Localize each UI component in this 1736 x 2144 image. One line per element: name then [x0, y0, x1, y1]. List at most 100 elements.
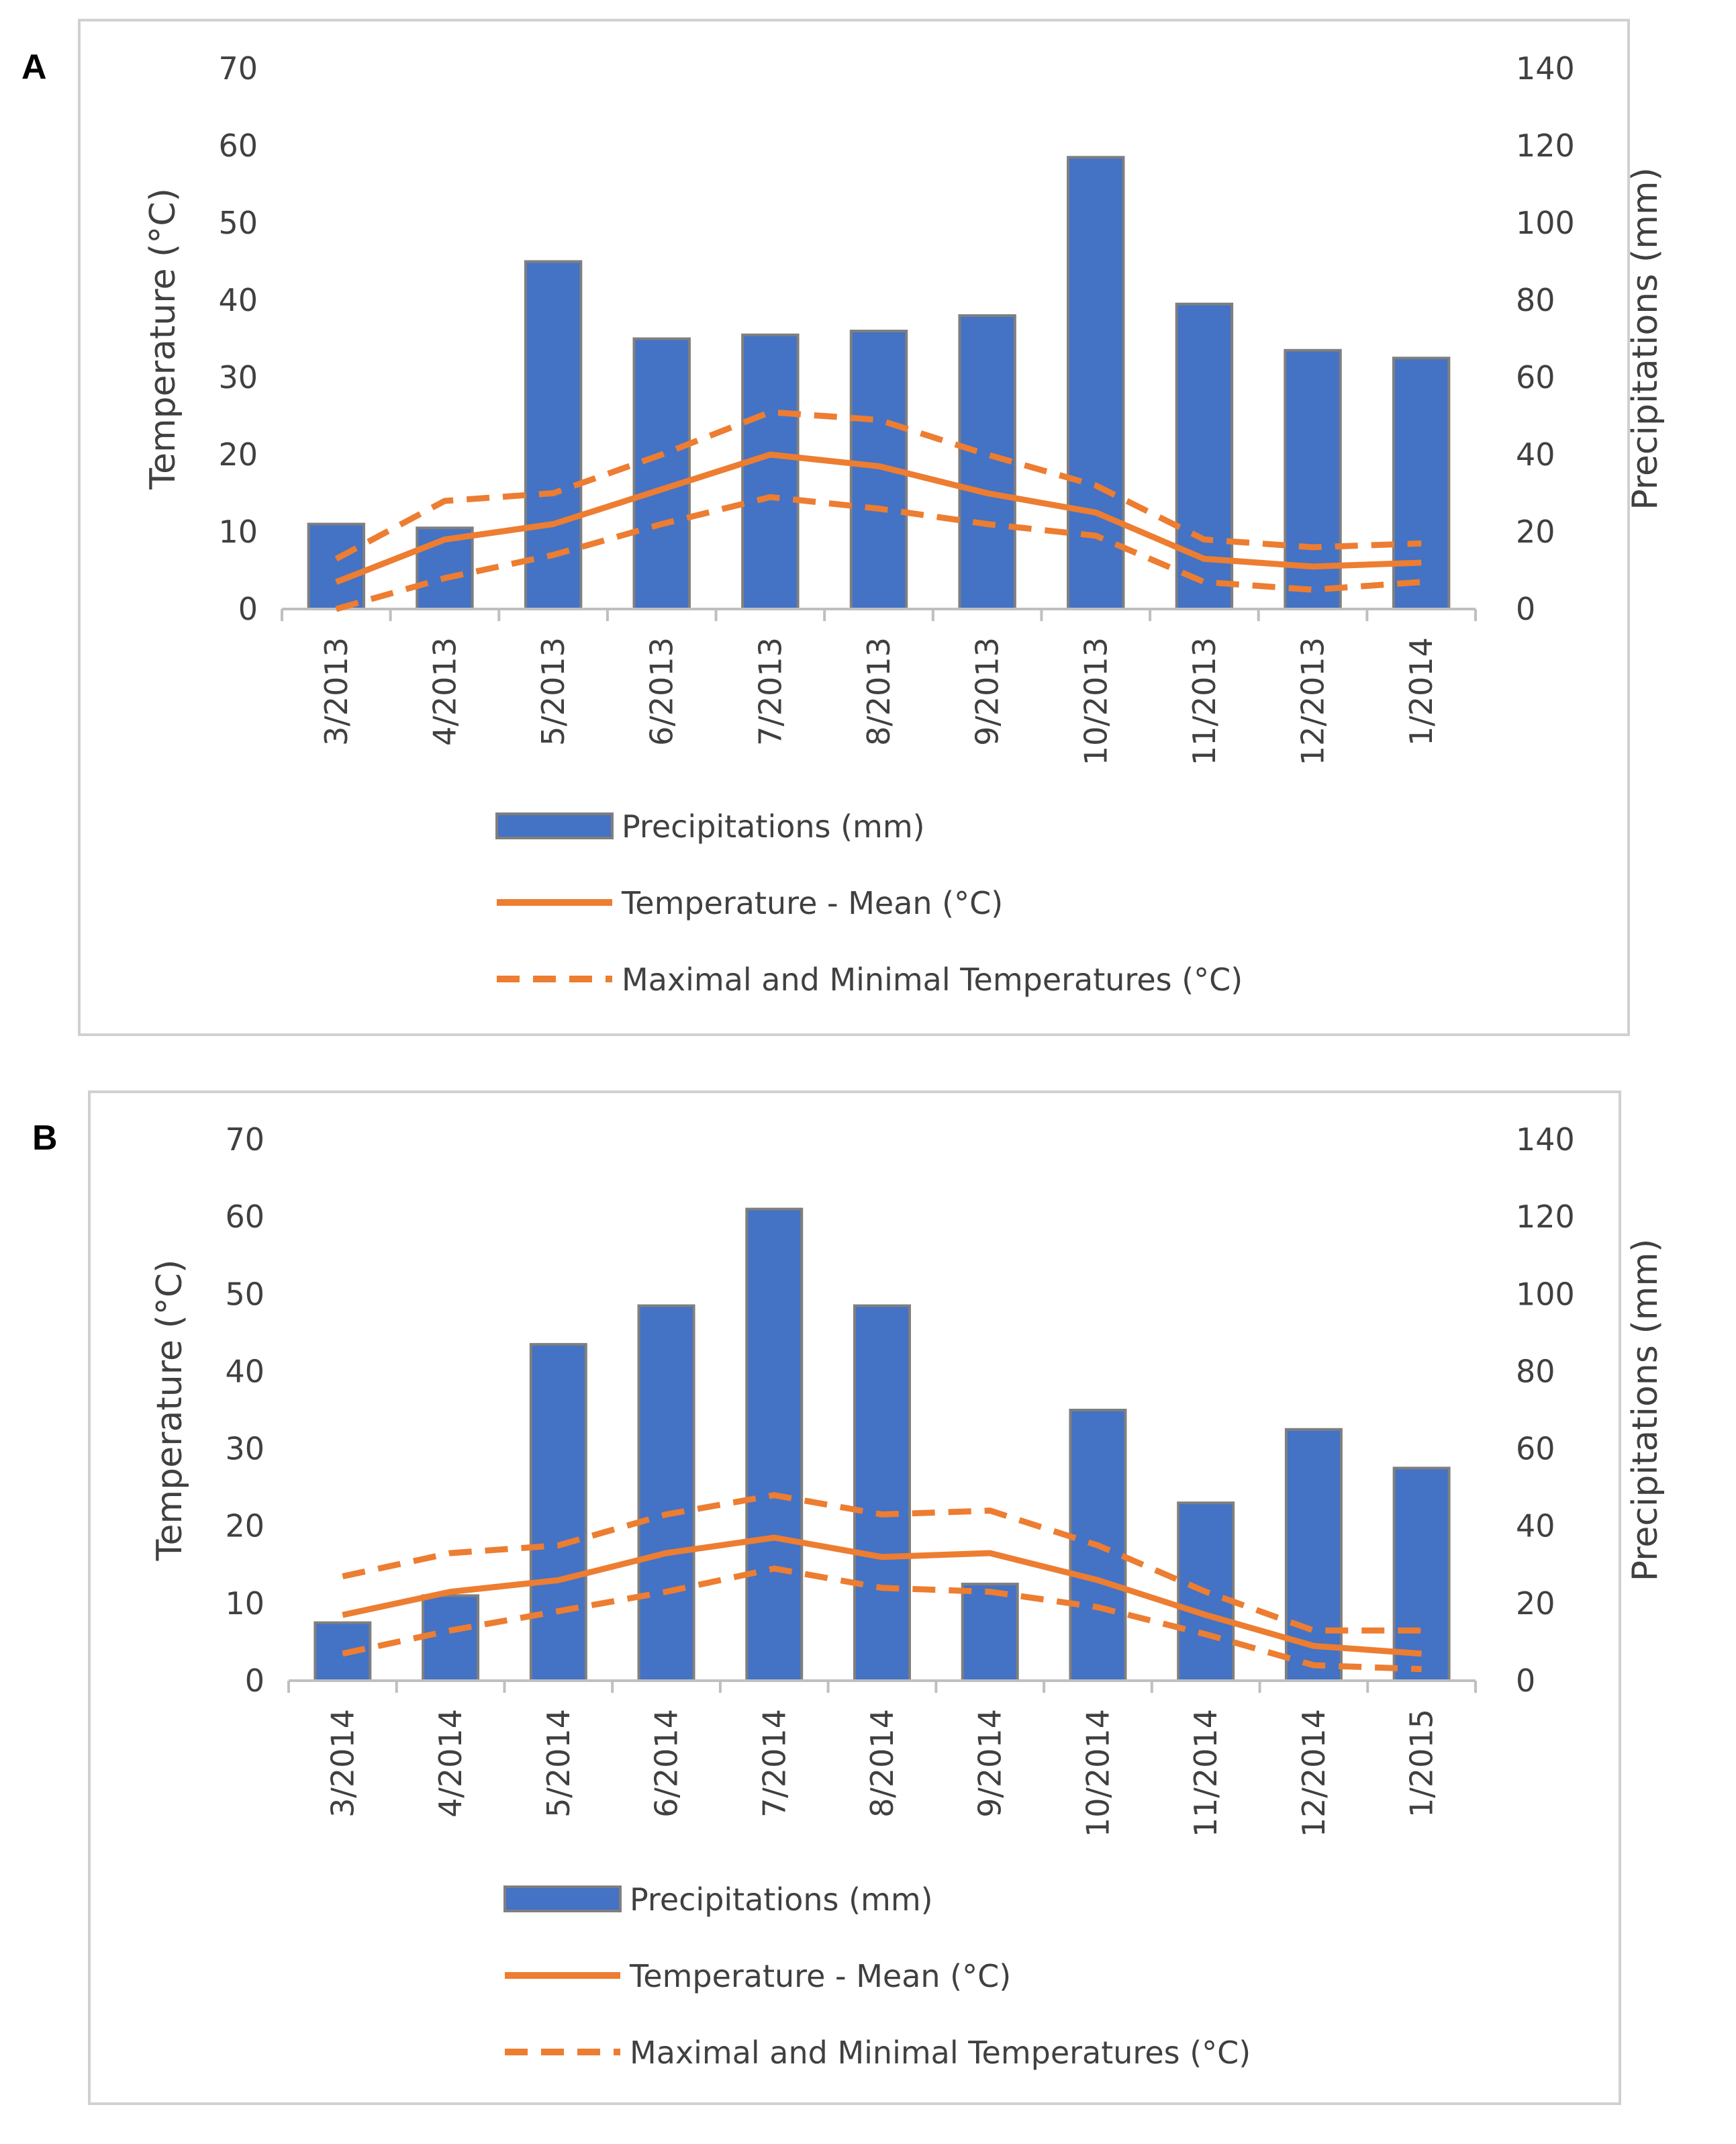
- legend-swatch-bar: [495, 812, 614, 839]
- line-point: [444, 577, 445, 579]
- legend-label: Precipitations (mm): [622, 808, 925, 845]
- line-point: [1420, 581, 1422, 583]
- x-tick-label: 11/2014: [1188, 1709, 1224, 1837]
- y-right-tick-label: 20: [1516, 1585, 1555, 1622]
- x-tick-label: 5/2013: [535, 637, 571, 746]
- line-point: [666, 1513, 667, 1515]
- x-tick-label: 9/2014: [972, 1709, 1008, 1818]
- y-right-tick-label: 100: [1516, 205, 1575, 241]
- line-point: [558, 1579, 559, 1581]
- x-tick-label: 1/2014: [1403, 637, 1439, 746]
- y-left-tick-label: 70: [225, 1121, 264, 1158]
- y-left-tick-label: 60: [218, 128, 258, 164]
- y-left-tick-label: 30: [218, 359, 258, 395]
- line-point: [1421, 1630, 1422, 1631]
- bar: [1392, 357, 1451, 610]
- line-point: [1313, 1630, 1314, 1631]
- x-tick-label: 6/2014: [648, 1709, 685, 1818]
- bar: [632, 337, 691, 610]
- legend-label: Maximal and Minimal Temperatures (°C): [630, 2035, 1251, 2071]
- y-axis-right-title: Precipitations (mm): [1625, 167, 1666, 510]
- x-tick-label: 6/2013: [644, 637, 680, 746]
- x-tick-label: 3/2014: [324, 1709, 360, 1818]
- x-tick-label: 4/2014: [432, 1709, 469, 1818]
- y-right-tick-label: 140: [1516, 50, 1575, 87]
- x-tick-label: 5/2014: [540, 1709, 577, 1818]
- legend-label: Maximal and Minimal Temperatures (°C): [622, 962, 1243, 998]
- x-tick-label: 11/2013: [1186, 637, 1222, 765]
- y-right-tick-label: 0: [1516, 591, 1535, 627]
- y-left-tick-label: 70: [218, 50, 258, 87]
- line-point: [558, 1545, 559, 1546]
- line-point: [450, 1552, 451, 1554]
- y-right-tick-label: 20: [1516, 514, 1555, 550]
- bar: [1392, 1466, 1451, 1682]
- y-left-tick-label: 0: [245, 1663, 264, 1699]
- y-left-tick-label: 40: [225, 1353, 264, 1389]
- bar: [529, 1343, 587, 1682]
- y-right-tick-label: 120: [1516, 128, 1575, 164]
- x-tick-label: 9/2013: [969, 637, 1006, 746]
- y-axis-left-title: Temperature (°C): [143, 188, 183, 490]
- bar: [741, 333, 800, 610]
- x-tick-label: 7/2014: [756, 1709, 792, 1818]
- y-left-tick-label: 50: [218, 205, 258, 241]
- y-left-tick-label: 10: [225, 1585, 264, 1622]
- line-point: [666, 1552, 667, 1554]
- line-point: [666, 1591, 667, 1593]
- chart-b: 0 10 20 30 40 50 60 70 0 20 40 60 80 100 120 140 Tempera…: [88, 1090, 1666, 2105]
- line-point: [881, 1587, 883, 1589]
- y-left-tick-label: 10: [218, 514, 258, 550]
- legend-label: Temperature - Mean (°C): [621, 885, 1003, 921]
- line-point: [1312, 566, 1314, 567]
- x-tick-label: 10/2013: [1077, 637, 1114, 765]
- bar: [422, 1594, 480, 1682]
- y-left-tick-label: 30: [225, 1431, 264, 1467]
- x-tick-label: 4/2013: [426, 637, 463, 746]
- y-right-tick-label: 0: [1516, 1663, 1535, 1699]
- y-right-tick-label: 40: [1516, 436, 1555, 473]
- line-point: [450, 1591, 451, 1593]
- line-point: [773, 1537, 775, 1538]
- legend-swatch-bar: [503, 1885, 622, 1912]
- chart-a: 0 10 20 30 40 50 60 70 0 20 40 60 80 100 120 140 Tempera…: [78, 19, 1666, 1036]
- x-tick-label: 8/2013: [861, 637, 897, 746]
- x-tick-label: 1/2015: [1404, 1709, 1440, 1818]
- x-tick-label: 12/2013: [1295, 637, 1331, 765]
- x-tick-label: 12/2014: [1296, 1709, 1332, 1837]
- y-left-tick-label: 60: [225, 1199, 264, 1235]
- y-right-tick-label: 100: [1516, 1276, 1575, 1312]
- x-tick-label: 8/2014: [864, 1709, 900, 1818]
- line-point: [444, 539, 445, 540]
- line-point: [769, 496, 771, 498]
- y-right-tick-label: 120: [1516, 1199, 1575, 1235]
- line-point: [661, 489, 663, 490]
- panel-letter-b: B: [32, 1119, 58, 1158]
- bar: [637, 1304, 695, 1682]
- x-tick-label: 10/2014: [1079, 1709, 1116, 1837]
- max-temperature-line: [334, 409, 1422, 562]
- y-right-tick-label: 60: [1516, 1431, 1555, 1467]
- y-right-tick-label: 60: [1516, 359, 1555, 395]
- y-left-tick-label: 40: [218, 282, 258, 318]
- bar: [1284, 348, 1342, 610]
- bar: [307, 522, 366, 610]
- y-left-tick-label: 20: [218, 436, 258, 473]
- line-point: [552, 493, 554, 494]
- line-point: [881, 1513, 883, 1515]
- line-point: [444, 500, 445, 502]
- panel-letter-a: A: [21, 48, 47, 87]
- y-right-tick-label: 80: [1516, 1353, 1555, 1389]
- x-tick-label: 3/2013: [318, 637, 354, 746]
- y-axis-right-title: Precipitations (mm): [1625, 1239, 1666, 1582]
- line-point: [1421, 1653, 1422, 1654]
- y-left-tick-label: 20: [225, 1508, 264, 1544]
- bar: [745, 1207, 804, 1682]
- line-point: [342, 1653, 343, 1654]
- line-point: [1420, 543, 1422, 544]
- line-point: [342, 1576, 343, 1577]
- y-axis-left-title: Temperature (°C): [150, 1260, 190, 1562]
- line-point: [342, 1614, 343, 1616]
- legend-label: Temperature - Mean (°C): [629, 1958, 1011, 1994]
- y-right-tick-label: 140: [1516, 1121, 1575, 1158]
